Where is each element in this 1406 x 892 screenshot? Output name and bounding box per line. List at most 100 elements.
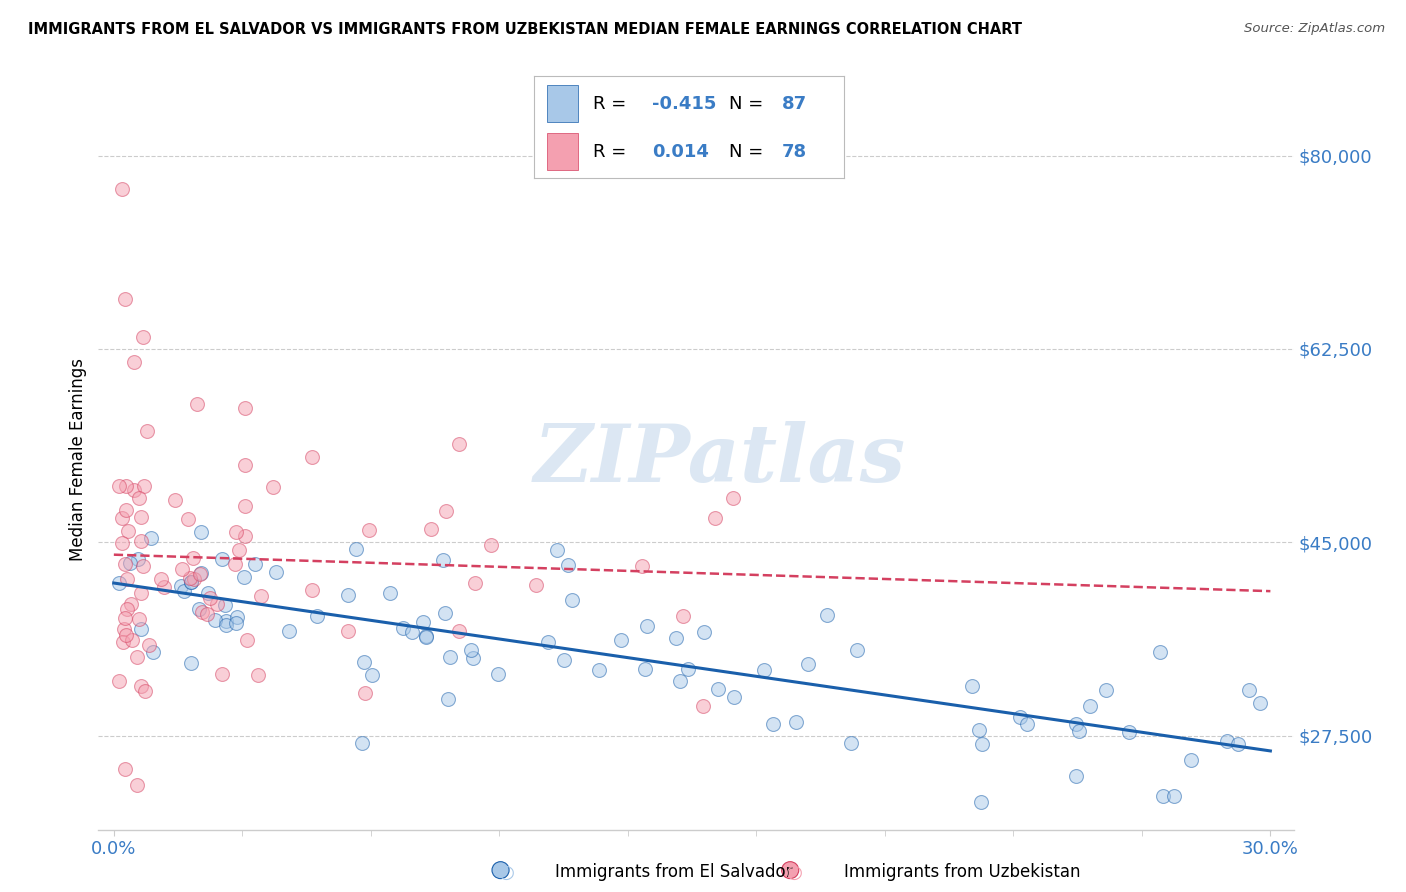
Point	[1216, 734, 1239, 748]
Point	[108, 673, 131, 688]
Point	[122, 354, 145, 368]
Point	[170, 579, 193, 593]
Point	[1064, 769, 1087, 783]
Text: IMMIGRANTS FROM EL SALVADOR VS IMMIGRANTS FROM UZBEKISTAN MEDIAN FEMALE EARNINGS: IMMIGRANTS FROM EL SALVADOR VS IMMIGRANT…	[28, 22, 1022, 37]
Point	[108, 478, 131, 492]
Text: N =: N =	[730, 143, 769, 161]
Point	[665, 631, 688, 645]
Point	[785, 715, 807, 730]
Point	[546, 542, 568, 557]
Point	[204, 613, 226, 627]
Point	[357, 523, 380, 537]
Point	[170, 561, 193, 575]
Point	[225, 610, 247, 624]
Text: R =: R =	[593, 143, 633, 161]
Point	[173, 583, 195, 598]
Point	[1149, 645, 1171, 659]
Point	[180, 574, 202, 589]
Circle shape	[782, 862, 799, 879]
Point	[1080, 699, 1102, 714]
Point	[1152, 789, 1174, 804]
Point	[233, 529, 256, 543]
Point	[129, 510, 152, 524]
Point	[117, 524, 139, 538]
Point	[129, 533, 152, 548]
Point	[115, 572, 138, 586]
Point	[125, 778, 148, 792]
Point	[460, 643, 482, 657]
Point	[249, 589, 271, 603]
Point	[1249, 696, 1271, 710]
Point	[353, 656, 375, 670]
Point	[610, 633, 633, 648]
Point	[129, 623, 152, 637]
Point	[135, 424, 157, 438]
Point	[114, 611, 136, 625]
Point	[134, 479, 156, 493]
Point	[301, 450, 323, 464]
Point	[401, 625, 423, 640]
Text: 0.014: 0.014	[652, 143, 709, 161]
Point	[707, 681, 730, 696]
Point	[1163, 789, 1185, 804]
Point	[449, 436, 471, 450]
Point	[214, 614, 236, 628]
Point	[524, 578, 547, 592]
Point	[839, 736, 862, 750]
Point	[972, 738, 994, 752]
Point	[1010, 710, 1032, 724]
Point	[754, 663, 776, 677]
Point	[479, 538, 502, 552]
Point	[128, 491, 150, 505]
Point	[127, 552, 149, 566]
Point	[344, 542, 367, 557]
Point	[228, 542, 250, 557]
Point	[120, 597, 142, 611]
Point	[1069, 724, 1091, 739]
Point	[134, 684, 156, 698]
Point	[262, 479, 284, 493]
Point	[236, 632, 259, 647]
Point	[721, 491, 744, 506]
Point	[537, 634, 560, 648]
Point	[224, 557, 246, 571]
Point	[723, 690, 745, 704]
Point	[121, 633, 143, 648]
Point	[142, 645, 165, 659]
Point	[198, 591, 221, 606]
Point	[187, 602, 209, 616]
Point	[337, 624, 360, 639]
Point	[132, 329, 155, 343]
Point	[1015, 716, 1038, 731]
Point	[561, 593, 583, 607]
Point	[437, 692, 460, 706]
Point	[225, 525, 247, 540]
Point	[179, 571, 201, 585]
Point	[190, 566, 212, 581]
Point	[419, 522, 441, 536]
Point	[181, 550, 204, 565]
Point	[214, 618, 236, 632]
Point	[277, 624, 299, 639]
Point	[693, 624, 716, 639]
Point	[815, 608, 838, 623]
Point	[232, 570, 254, 584]
Point	[122, 483, 145, 498]
Point	[434, 606, 457, 620]
Point	[352, 736, 374, 750]
Point	[190, 606, 212, 620]
Point	[970, 795, 993, 809]
Point	[111, 536, 134, 550]
Point	[762, 717, 785, 731]
Point	[796, 657, 818, 671]
Point	[415, 630, 437, 644]
Point	[392, 621, 415, 635]
Text: Immigrants from El Salvador: Immigrants from El Salvador	[555, 863, 793, 881]
Point	[245, 558, 267, 572]
Point	[129, 586, 152, 600]
Text: Immigrants from Uzbekistan: Immigrants from Uzbekistan	[844, 863, 1080, 881]
Point	[111, 635, 134, 649]
Point	[107, 576, 129, 591]
Point	[672, 608, 695, 623]
Point	[114, 292, 136, 306]
